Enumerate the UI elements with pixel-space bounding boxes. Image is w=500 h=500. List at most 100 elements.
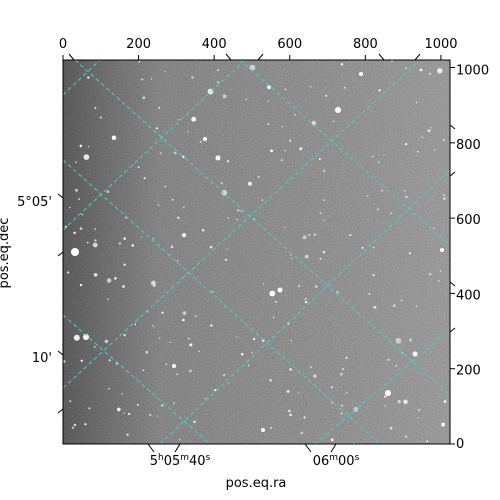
star: [155, 127, 158, 130]
star: [415, 305, 418, 307]
star: [286, 390, 290, 393]
star: [368, 292, 371, 295]
star: [257, 176, 260, 178]
star: [173, 402, 175, 405]
star: [223, 373, 226, 377]
star: [226, 160, 230, 163]
star: [426, 440, 429, 443]
star: [108, 359, 111, 362]
star: [164, 185, 167, 188]
star: [123, 263, 126, 266]
star: [252, 337, 256, 341]
star: [389, 426, 393, 430]
star: [288, 409, 291, 413]
star: [86, 241, 89, 244]
star: [198, 350, 200, 353]
star: [127, 412, 131, 416]
star: [332, 120, 335, 123]
star: [269, 290, 276, 297]
star: [174, 151, 177, 155]
star: [170, 245, 174, 249]
star: [428, 272, 432, 276]
x-axis-title: pos.eq.ra: [226, 476, 287, 491]
star: [349, 234, 352, 237]
star: [443, 197, 446, 200]
star: [419, 68, 423, 72]
star: [193, 420, 196, 424]
star: [126, 433, 129, 436]
right-tick-200: 200: [456, 364, 481, 379]
star: [80, 359, 83, 362]
right-tick-400: 400: [456, 288, 481, 303]
star: [297, 284, 301, 288]
star: [247, 364, 250, 367]
bright-star: [359, 72, 363, 76]
star: [294, 114, 296, 116]
star: [433, 149, 436, 151]
ra-tick-1-minutes: 05: [164, 454, 181, 469]
star: [318, 158, 321, 160]
star: [73, 423, 77, 427]
top-tick-600: 600: [277, 37, 302, 52]
star: [150, 280, 156, 286]
star: [392, 304, 396, 308]
world-axis-ticks: [57, 53, 456, 453]
star: [247, 181, 252, 186]
star: [240, 352, 244, 356]
star: [158, 106, 161, 109]
star: [165, 363, 168, 366]
star: [400, 299, 403, 302]
bright-star: [440, 248, 444, 252]
star: [340, 412, 343, 415]
star: [104, 339, 109, 344]
star: [158, 204, 160, 206]
star: [240, 210, 243, 213]
grid-line: [63, 60, 421, 389]
star: [145, 350, 149, 354]
star: [366, 194, 369, 197]
star: [182, 311, 187, 316]
grid-line: [159, 169, 450, 444]
star: [415, 101, 418, 104]
star: [99, 116, 102, 119]
star: [152, 325, 154, 327]
star: [270, 149, 273, 153]
star: [217, 69, 219, 72]
star: [428, 72, 432, 76]
top-tick-800: 800: [353, 37, 378, 52]
star: [93, 272, 98, 277]
star: [284, 88, 287, 91]
star: [416, 150, 419, 153]
star: [156, 415, 159, 417]
bright-star: [83, 334, 89, 340]
star: [141, 236, 143, 238]
star: [107, 298, 109, 301]
star: [137, 166, 140, 169]
bright-star: [385, 390, 391, 396]
star: [343, 86, 346, 89]
star: [432, 227, 435, 230]
star: [284, 149, 286, 152]
star: [187, 131, 189, 133]
star: [209, 245, 213, 249]
star: [75, 188, 78, 192]
star: [94, 107, 97, 110]
star: [408, 252, 411, 255]
star: [345, 391, 348, 394]
star: [81, 213, 84, 216]
star: [280, 159, 283, 162]
star: [275, 301, 277, 303]
star: [409, 338, 413, 342]
star: [220, 182, 223, 185]
star: [92, 242, 98, 248]
ra-tick-2-s-unit: s: [355, 453, 360, 463]
star: [226, 248, 228, 250]
star: [442, 193, 445, 197]
star: [323, 219, 326, 222]
grid-line: [314, 329, 450, 444]
star: [427, 129, 431, 133]
star: [345, 356, 348, 359]
star: [421, 136, 424, 139]
star: [261, 199, 264, 201]
star: [94, 346, 96, 348]
